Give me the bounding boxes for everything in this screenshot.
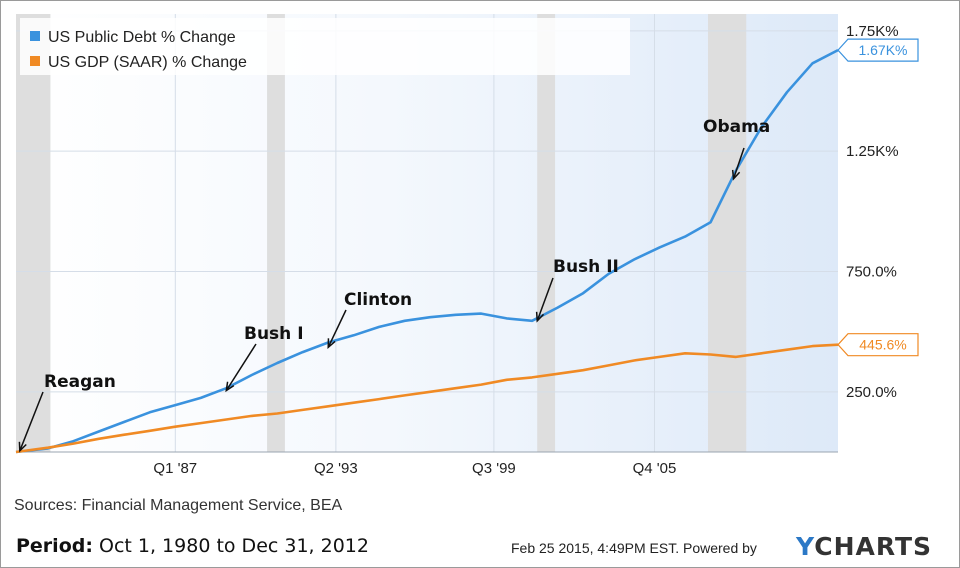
series-end-tag [837,333,919,357]
recession-band [708,14,747,452]
series-line-2 [15,343,839,454]
x-tick-label: Q1 '87 [153,460,197,477]
annotation-arrow-line [19,391,44,452]
series-end-label: 1.67K% [858,42,907,58]
x-tick-label: Q4 '05 [633,460,677,477]
series-end-tag [837,38,919,62]
legend-label: US Public Debt % Change [48,29,236,46]
x-tick-label: Q3 '99 [472,460,516,477]
annotation-label: Clinton [344,290,412,310]
legend-box [20,18,630,75]
annotation-label: Bush I [244,324,304,344]
ycharts-logo-y: Y [796,532,815,561]
annotation-arrow-line [225,343,257,392]
y-tick-label: 1.25K% [846,143,899,160]
period-note: Period: Oct 1, 1980 to Dec 31, 2012 [16,535,369,557]
x-tick-label: Q2 '93 [314,460,358,477]
recession-band [16,14,51,452]
footer-timestamp: Feb 25 2015, 4:49PM EST. Powered by [511,540,757,556]
annotation-arrowhead [225,381,235,393]
period-value: Oct 1, 1980 to Dec 31, 2012 [92,535,369,557]
series-end-label: 445.6% [859,337,906,353]
ycharts-logo-text: CHARTS [814,532,933,561]
y-tick-label: 750.0% [846,264,897,281]
y-tick-label: 1.75K% [846,23,899,40]
line-chart: Q1 '87 Q2 '93 Q3 '99 Q4 '05 250.0% 750.0% 1.25… [15,14,919,477]
recession-band [267,14,285,452]
sources-note: Sources: Financial Management Service, B… [14,497,343,514]
annotation-arrowhead [731,169,741,181]
series-line-1 [15,48,839,454]
timestamp-text: Feb 25 2015, 4:49PM EST. [511,540,680,556]
y-tick-label: 250.0% [846,384,897,401]
annotation-label: Reagan [44,372,116,392]
annotation-label: Bush II [553,257,619,277]
annotation-arrow-line [327,309,347,348]
legend-swatch [30,31,40,41]
annotation-arrow-line [732,147,745,180]
annotation-label: Obama [703,117,770,137]
period-label: Period: [16,535,93,557]
powered-by-text: Powered by [683,540,757,556]
recession-band [537,14,556,452]
legend-label: US GDP (SAAR) % Change [48,54,247,71]
annotation-arrowhead [18,441,27,453]
annotation-arrow-line [536,277,554,322]
legend-swatch [30,56,40,66]
ycharts-logo: YCHARTS [796,532,932,561]
annotation-arrowhead [535,311,545,323]
plot-area [16,14,838,452]
annotation-arrowhead [327,338,336,349]
